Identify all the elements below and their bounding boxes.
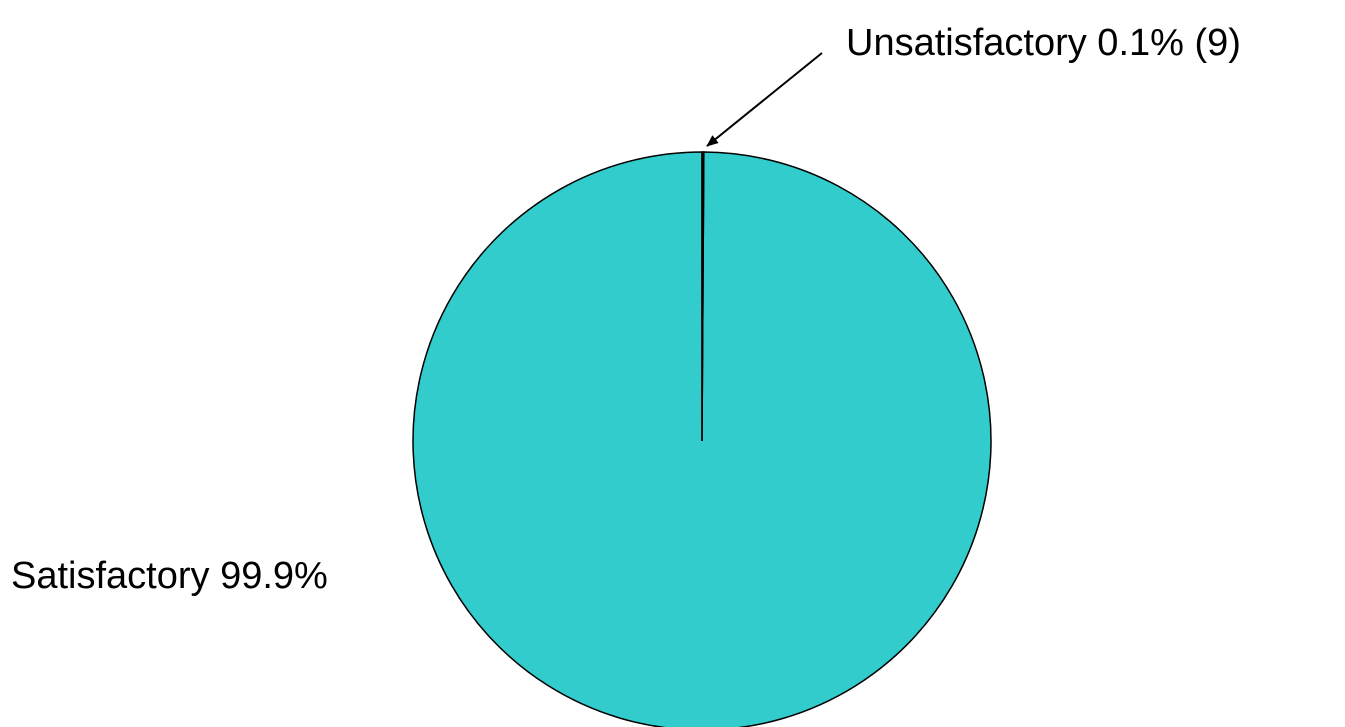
annotation-arrow <box>706 52 823 147</box>
pie-slice-unsatisfactory <box>701 151 705 442</box>
pie-slices <box>412 151 992 727</box>
slice-label-satisfactory: Satisfactory 99.9% <box>11 555 328 597</box>
slice-label-unsatisfactory: Unsatisfactory 0.1% (9) <box>846 22 1241 64</box>
